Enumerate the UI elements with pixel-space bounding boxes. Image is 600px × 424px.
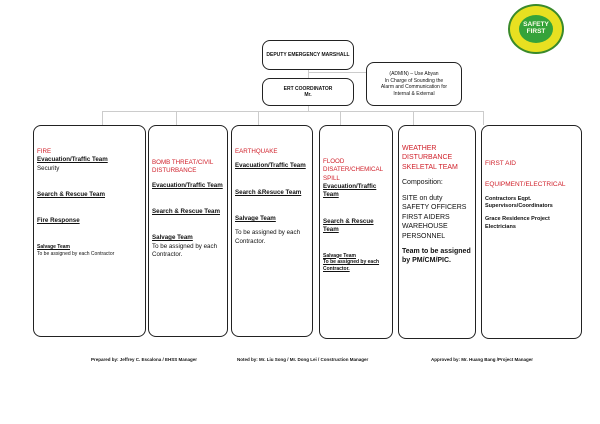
team-label: Search & Rescue Team — [37, 191, 105, 199]
ert-title: ERT COORDINATOR — [283, 85, 333, 92]
team-detail: Contractors Eqpt. Supervisors/Coordinato… — [485, 195, 553, 209]
team-label: Evacuation/Traffic Team — [152, 181, 223, 189]
composition-item: WAREHOUSE — [402, 223, 448, 231]
column-fire: FIRE Evacuation/Traffic Team Security Se… — [33, 125, 146, 337]
column-title: FLOOD DISATER/CHEMICAL SPILL — [323, 158, 383, 182]
team-label: Salvage Team — [152, 234, 193, 242]
admin-line: Alarm and Communication for — [380, 84, 448, 90]
column-weather: WEATHER DISTURBANCE SKELETAL TEAM Compos… — [398, 125, 476, 339]
team-label: Evacuation/Traffic Team — [235, 162, 306, 170]
composition-item: SAFETY OFFICERS — [402, 204, 467, 212]
team-detail: Grace Residence Project Electricians — [485, 216, 550, 230]
admin-box: (ADMIN) – Use Abyan In Charge of Sounding… — [366, 62, 462, 106]
prepared-by: Prepared by: Jeffrey C. Escalona / EHSS … — [91, 357, 198, 362]
column-title: BOMB THREAT/CIVIL DISTURBANCE — [152, 159, 214, 175]
ert-coordinator-box: ERT COORDINATOR Mr. — [262, 78, 354, 106]
composition-item: PERSONNEL — [402, 232, 446, 240]
team-detail: To be assigned by each Contractor. — [152, 242, 218, 259]
column-title: FIRST AID — [485, 160, 516, 167]
connector — [102, 111, 484, 112]
column-first-aid: FIRST AID EQUIPMENT/ELECTRICAL Contracto… — [481, 125, 582, 339]
team-detail: To be assigned by each Contractor. — [323, 259, 380, 273]
column-subtitle: EQUIPMENT/ELECTRICAL — [485, 180, 566, 188]
safety-first-logo: SAFETY FIRST — [508, 4, 564, 54]
team-label: Salvage Team — [235, 215, 276, 223]
team-label: Search &Resuce Team — [235, 188, 302, 196]
approved-by: Approved by: Mr. Huang Bang /Project Man… — [431, 357, 534, 362]
column-flood: FLOOD DISATER/CHEMICAL SPILL Evacuation/… — [319, 125, 393, 339]
column-title: FIRE — [37, 148, 52, 155]
connector — [308, 72, 366, 73]
composition-item: FIRST AIDERS — [402, 213, 450, 221]
team-label: Evacuation/Traffic Team — [323, 183, 377, 199]
admin-line: Internal & External — [393, 90, 435, 97]
team-label: Search & Rescue Team — [152, 208, 220, 216]
column-bomb-threat: BOMB THREAT/CIVIL DISTURBANCE Evacuation… — [148, 125, 228, 337]
team-label: Evacuation/Traffic Team — [37, 156, 108, 164]
admin-line: (ADMIN) – Use Abyan — [389, 71, 439, 77]
column-title: WEATHER DISTURBANCE SKELETAL TEAM — [402, 145, 458, 171]
assignment-note: Team to be assigned by PM/CM/PIC. — [402, 247, 471, 265]
connector — [308, 106, 309, 111]
team-label: Fire Response — [37, 217, 80, 225]
team-label: Salvage Team — [37, 243, 70, 250]
composition-item: SITE on duty — [402, 194, 443, 202]
column-title: EARTHQUAKE — [235, 148, 278, 155]
column-earthquake: EARTHQUAKE Evacuation/Traffic Team Searc… — [231, 125, 313, 337]
team-label: Salvage Team — [323, 252, 356, 259]
composition-label: Composition: — [402, 179, 443, 187]
team-detail: To be assigned by each Contractor. — [235, 229, 301, 245]
team-detail: Security — [37, 164, 60, 172]
admin-line: In Charge of Sounding the — [384, 77, 444, 84]
deputy-label: DEPUTY EMERGENCY MARSHALL — [266, 51, 350, 58]
deputy-emergency-marshall-box: DEPUTY EMERGENCY MARSHALL — [262, 40, 354, 70]
noted-by: Noted by: Mr. Liu Song / Mr. Dong Lei / … — [237, 357, 369, 362]
team-detail: To be assigned by each Contractor — [37, 250, 115, 257]
connector — [308, 70, 309, 78]
team-label: Search & Rescue Team — [323, 217, 374, 234]
ert-name: Mr. — [304, 92, 312, 98]
